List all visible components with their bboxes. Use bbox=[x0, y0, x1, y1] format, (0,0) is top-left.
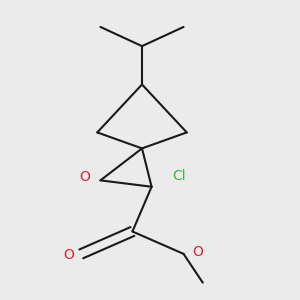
Text: Cl: Cl bbox=[172, 169, 186, 183]
Text: O: O bbox=[63, 248, 74, 262]
Text: O: O bbox=[79, 170, 90, 184]
Text: O: O bbox=[193, 245, 203, 259]
